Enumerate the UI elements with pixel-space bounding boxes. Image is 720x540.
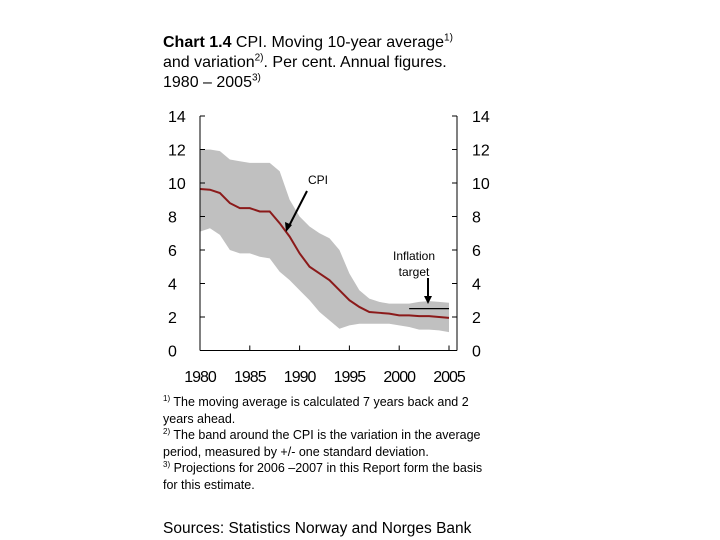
target-arrowhead — [424, 296, 432, 304]
ytick-label-right: 12 — [472, 143, 490, 160]
xtick-label: 1985 — [234, 369, 267, 386]
xtick-label: 1995 — [334, 369, 367, 386]
xtick-label: 2005 — [433, 369, 466, 386]
ytick-label-right: 0 — [472, 344, 481, 361]
ytick-label-left: 14 — [168, 109, 186, 126]
ytick-label-right: 4 — [472, 277, 481, 294]
ytick-label-left: 4 — [168, 277, 177, 294]
footnotes: 1) The moving average is calculated 7 ye… — [163, 394, 493, 493]
ytick-label-right: 14 — [472, 109, 490, 126]
xtick-label: 1980 — [184, 369, 217, 386]
xtick-label: 2000 — [383, 369, 416, 386]
ytick-label-left: 8 — [168, 210, 177, 227]
annotation-target: target — [399, 265, 430, 279]
ytick-label-right: 10 — [472, 176, 490, 193]
ytick-label-left: 6 — [168, 243, 177, 260]
ytick-label-left: 0 — [168, 344, 177, 361]
ytick-label-left: 2 — [168, 310, 177, 327]
footnote-2: 2) The band around the CPI is the variat… — [163, 426, 481, 459]
annotation-inflation: Inflation — [393, 249, 435, 263]
xtick-label: 1990 — [284, 369, 317, 386]
ytick-label-right: 2 — [472, 310, 481, 327]
ytick-label-right: 8 — [472, 210, 481, 227]
ytick-label-left: 12 — [168, 143, 186, 160]
footnote-3: 3) Projections for 2006 –2007 in this Re… — [163, 459, 483, 492]
cpi-line — [199, 188, 450, 319]
variation-band — [200, 149, 449, 333]
chart-title: Chart 1.4 CPI. Moving 10-year average1) … — [163, 32, 453, 91]
ytick-label-right: 6 — [472, 243, 481, 260]
sources: Sources: Statistics Norway and Norges Ba… — [163, 520, 472, 537]
ytick-label-left: 10 — [168, 176, 186, 193]
cpi-arrow — [288, 190, 308, 227]
footnote-1: 1) The moving average is calculated 7 ye… — [163, 393, 469, 426]
annotation-cpi: CPI — [308, 173, 328, 187]
cpi-arrowhead — [285, 222, 292, 232]
